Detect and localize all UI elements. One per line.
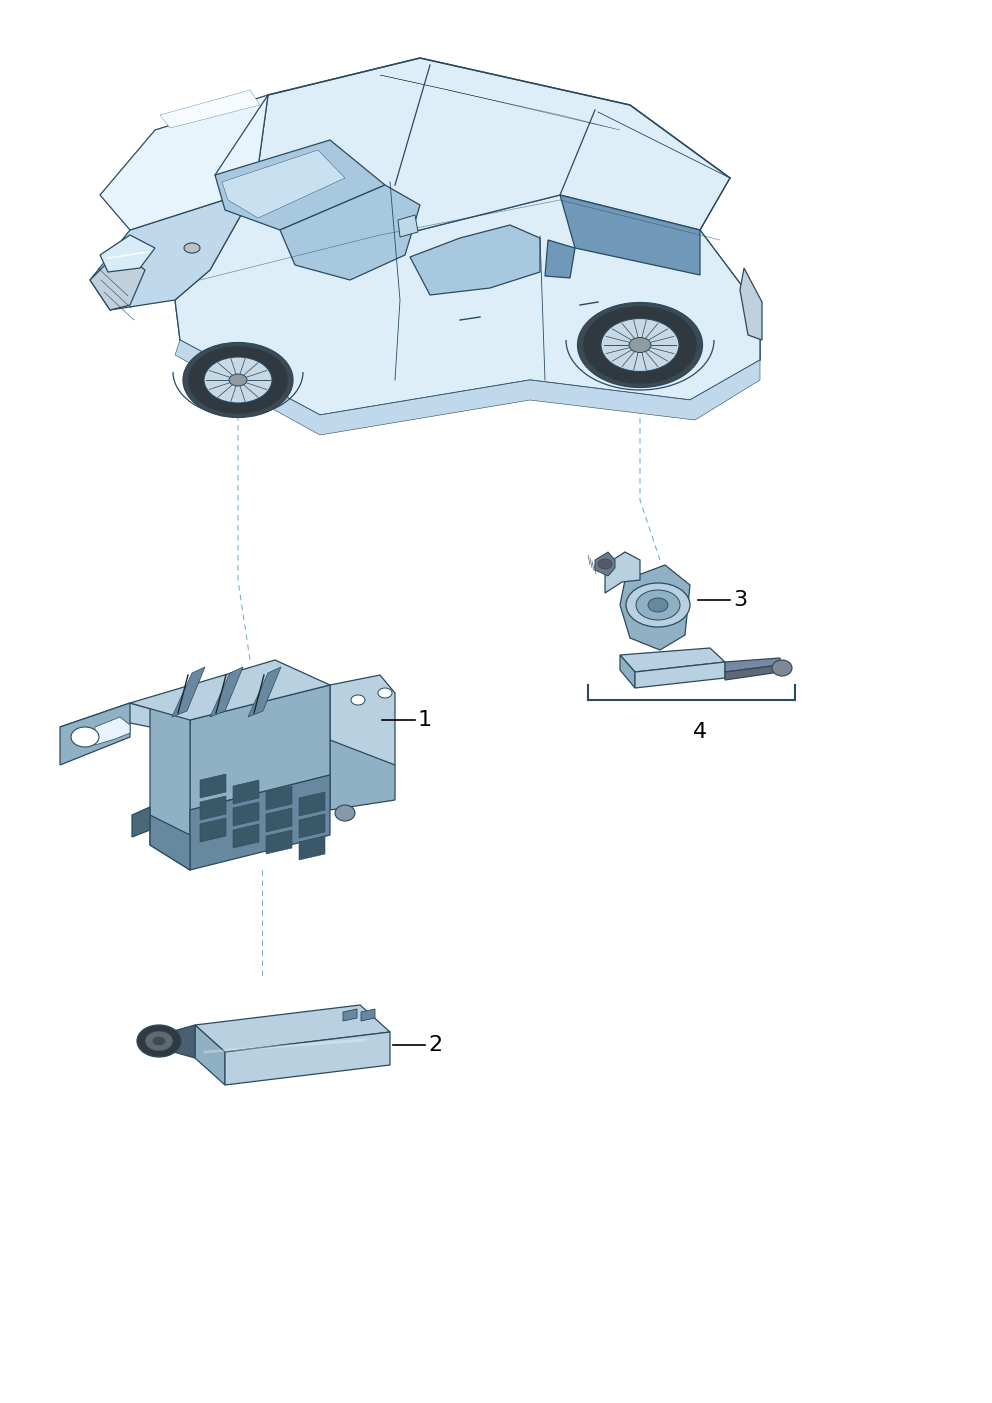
- Polygon shape: [222, 150, 345, 217]
- Ellipse shape: [183, 342, 293, 418]
- Ellipse shape: [378, 687, 392, 699]
- Ellipse shape: [636, 591, 680, 620]
- Polygon shape: [130, 659, 330, 720]
- Ellipse shape: [772, 659, 792, 676]
- Polygon shape: [172, 666, 205, 717]
- Ellipse shape: [153, 1037, 165, 1045]
- Text: 3: 3: [733, 591, 747, 610]
- Ellipse shape: [71, 727, 99, 746]
- Polygon shape: [266, 786, 292, 810]
- Text: 1: 1: [418, 710, 433, 730]
- Polygon shape: [60, 703, 130, 765]
- Polygon shape: [150, 700, 190, 870]
- Polygon shape: [266, 808, 292, 832]
- Polygon shape: [560, 195, 700, 275]
- Polygon shape: [620, 648, 725, 672]
- Ellipse shape: [229, 375, 247, 386]
- Ellipse shape: [601, 318, 679, 372]
- Text: 2: 2: [428, 1035, 442, 1055]
- Ellipse shape: [598, 558, 612, 570]
- Ellipse shape: [583, 306, 697, 384]
- Polygon shape: [545, 240, 575, 278]
- Ellipse shape: [145, 1031, 173, 1051]
- Ellipse shape: [204, 356, 272, 403]
- Polygon shape: [175, 195, 760, 415]
- Polygon shape: [90, 189, 255, 310]
- Polygon shape: [90, 250, 145, 310]
- Polygon shape: [150, 815, 190, 870]
- Polygon shape: [60, 703, 190, 735]
- Polygon shape: [620, 655, 635, 687]
- Polygon shape: [330, 739, 395, 810]
- Polygon shape: [200, 774, 226, 798]
- Ellipse shape: [137, 1026, 181, 1056]
- Polygon shape: [380, 74, 620, 130]
- Polygon shape: [132, 807, 150, 838]
- Polygon shape: [233, 780, 259, 804]
- Polygon shape: [100, 234, 155, 272]
- Polygon shape: [200, 796, 226, 819]
- Polygon shape: [175, 340, 760, 435]
- Polygon shape: [740, 268, 762, 340]
- Polygon shape: [160, 90, 260, 128]
- Polygon shape: [255, 58, 730, 240]
- Polygon shape: [266, 831, 292, 854]
- Polygon shape: [725, 658, 780, 672]
- Ellipse shape: [351, 694, 365, 704]
- Polygon shape: [280, 185, 420, 281]
- Polygon shape: [361, 1009, 375, 1021]
- Polygon shape: [233, 803, 259, 826]
- Polygon shape: [410, 224, 540, 295]
- Ellipse shape: [626, 584, 690, 627]
- Polygon shape: [233, 824, 259, 847]
- Polygon shape: [225, 1033, 390, 1085]
- Polygon shape: [605, 551, 640, 593]
- Polygon shape: [343, 1009, 357, 1021]
- Polygon shape: [725, 665, 780, 680]
- Polygon shape: [620, 565, 690, 650]
- Polygon shape: [299, 793, 325, 817]
- Ellipse shape: [577, 303, 702, 387]
- Text: 4: 4: [693, 723, 707, 742]
- Polygon shape: [175, 189, 760, 415]
- Ellipse shape: [188, 347, 288, 414]
- Polygon shape: [95, 717, 130, 745]
- Polygon shape: [170, 1026, 195, 1058]
- Polygon shape: [195, 1026, 225, 1085]
- Polygon shape: [299, 836, 325, 860]
- Polygon shape: [210, 666, 243, 717]
- Polygon shape: [595, 551, 615, 577]
- Polygon shape: [195, 1005, 390, 1052]
- Polygon shape: [248, 666, 281, 717]
- Polygon shape: [190, 685, 330, 810]
- Polygon shape: [398, 215, 418, 237]
- Polygon shape: [635, 662, 725, 687]
- Ellipse shape: [184, 243, 200, 253]
- Polygon shape: [190, 774, 330, 870]
- Polygon shape: [200, 818, 226, 842]
- Polygon shape: [330, 675, 395, 774]
- Ellipse shape: [648, 598, 668, 612]
- Polygon shape: [100, 95, 268, 230]
- Ellipse shape: [629, 338, 651, 352]
- Polygon shape: [299, 814, 325, 838]
- Ellipse shape: [335, 805, 355, 821]
- Polygon shape: [215, 140, 385, 230]
